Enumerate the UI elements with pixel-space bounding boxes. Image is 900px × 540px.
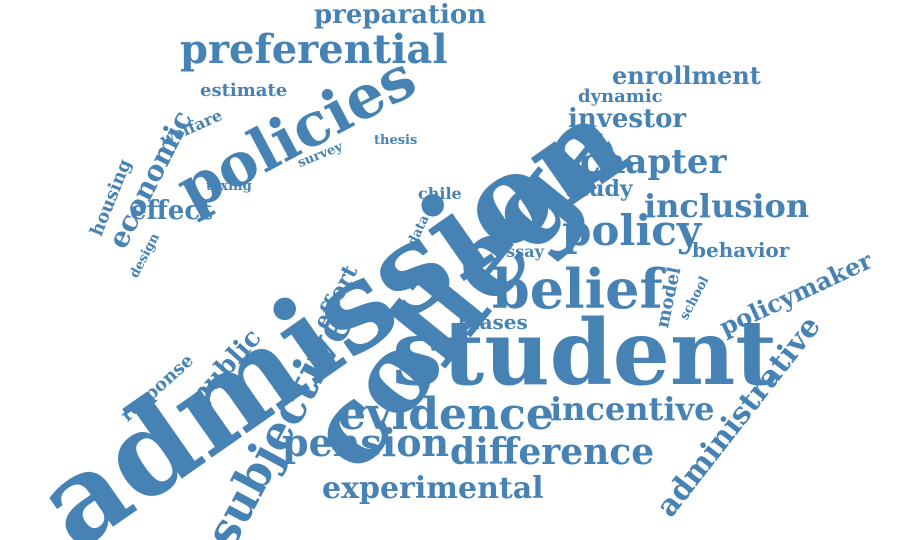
word-dynamic: dynamic (578, 86, 663, 107)
word-taxing: taxing (206, 179, 252, 194)
word-experimental: experimental (322, 471, 544, 506)
word-effect: effect (130, 196, 213, 226)
word-incentive: incentive (550, 390, 715, 428)
word-inclusion: inclusion (644, 187, 810, 225)
word-study: study (566, 176, 633, 202)
word-chapter: chapter (580, 142, 727, 182)
word-thesis: thesis (374, 133, 418, 148)
word-estimate: estimate (200, 80, 288, 101)
word-evidence: evidence (338, 389, 554, 440)
word-essay: essay (496, 242, 544, 261)
word-chile: chile (418, 184, 462, 203)
word-biases: biases (458, 310, 528, 334)
word-policy: policy (562, 206, 702, 255)
word-preferential: preferential (180, 26, 448, 73)
word-student: student (392, 300, 777, 406)
word-belief: belief (492, 257, 663, 321)
word-investor: investor (568, 104, 687, 134)
word-enrollment: enrollment (612, 61, 761, 90)
word-difference: difference (450, 431, 655, 473)
word-preparation: preparation (314, 0, 487, 30)
word-behavior: behavior (692, 238, 790, 262)
word-pension: pension (282, 420, 450, 465)
